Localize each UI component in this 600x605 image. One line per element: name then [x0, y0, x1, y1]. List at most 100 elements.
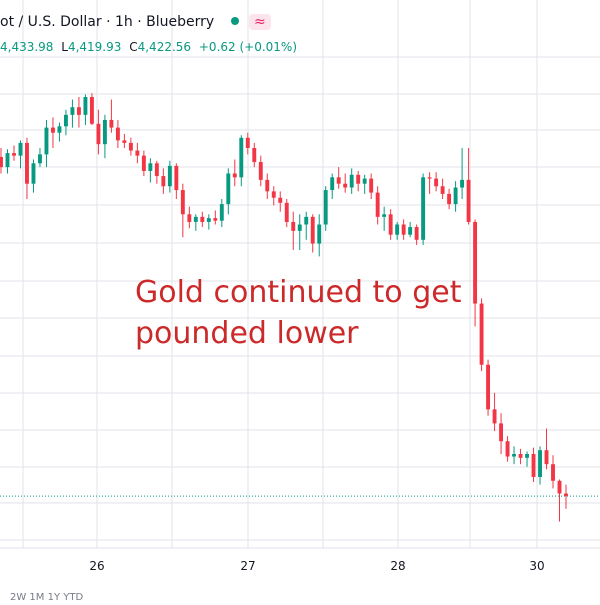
- candle: [479, 298, 484, 372]
- symbol-title[interactable]: ot / U.S. Dollar · 1h · Blueberry: [0, 14, 215, 30]
- candle: [122, 133, 127, 148]
- candle: [206, 214, 211, 230]
- candle: [135, 142, 140, 164]
- candle-body: [122, 140, 127, 143]
- candle-body: [232, 173, 237, 178]
- candle-body: [564, 493, 568, 497]
- candle: [408, 221, 413, 238]
- candle-body: [297, 224, 302, 231]
- ohlc-high-value: 4,433.98: [0, 40, 54, 54]
- annotation-line-1: Gold continued to get: [135, 275, 462, 310]
- candle: [499, 413, 504, 454]
- candle-body: [356, 174, 361, 184]
- candle: [102, 114, 107, 159]
- grid-lines: [0, 0, 600, 548]
- x-tick-label: 26: [89, 559, 104, 573]
- candle: [0, 148, 3, 174]
- candle: [317, 214, 322, 257]
- candle: [564, 484, 568, 509]
- candle-body: [492, 409, 497, 424]
- candle-body: [388, 214, 393, 235]
- candle-body: [486, 364, 491, 410]
- candle-body: [31, 163, 36, 184]
- candle: [31, 159, 36, 193]
- candle: [265, 173, 270, 199]
- candle-body: [258, 162, 263, 180]
- candle-body: [369, 178, 374, 193]
- candle-body: [551, 464, 555, 481]
- candle-body: [460, 179, 465, 188]
- candle-body: [336, 177, 341, 184]
- candle-body: [200, 216, 205, 222]
- candle: [38, 148, 42, 168]
- ohlc-close-value: 4,422.56: [137, 40, 192, 54]
- candle: [57, 122, 62, 142]
- candle: [401, 219, 406, 240]
- candle: [200, 211, 205, 228]
- candle-body: [382, 214, 387, 217]
- candle-body: [408, 227, 413, 235]
- candle-body: [284, 202, 289, 222]
- candle-body: [63, 114, 68, 127]
- candle: [557, 479, 562, 522]
- candle-body: [83, 97, 88, 115]
- candle: [512, 446, 516, 465]
- candle-body: [5, 153, 10, 168]
- ohlc-change-value: +0.62 (+0.01%): [198, 40, 298, 54]
- candle: [518, 448, 523, 465]
- candle-body: [96, 123, 101, 145]
- candle: [154, 160, 159, 184]
- candle-body: [557, 480, 562, 494]
- candle-body: [180, 190, 185, 215]
- symbol-legend: ot / U.S. Dollar · 1h · Blueberry ≈: [0, 14, 271, 30]
- ohlc-low-label: L: [61, 40, 68, 54]
- candle: [382, 206, 387, 231]
- approx-badge-icon[interactable]: ≈: [249, 14, 271, 30]
- candle-body: [304, 216, 309, 225]
- ohlc-legend: 4,433.98 L4,419.93 C4,422.56 +0.62 (+0.0…: [0, 40, 297, 54]
- candle-body: [141, 155, 146, 171]
- candle: [89, 93, 94, 126]
- candle: [245, 132, 250, 155]
- candle: [362, 174, 367, 194]
- candle: [544, 428, 549, 470]
- x-tick-label: 28: [390, 559, 405, 573]
- candle: [414, 224, 419, 245]
- candle: [187, 206, 192, 229]
- candle: [5, 149, 10, 174]
- candle: [297, 214, 302, 250]
- candle: [453, 181, 458, 212]
- bottom-toolbar-text[interactable]: 2W 1M 1Y YTD: [10, 592, 83, 603]
- candle-body: [271, 191, 276, 198]
- candle-body: [544, 450, 549, 465]
- candle: [70, 99, 75, 128]
- candle-body: [395, 224, 400, 235]
- candle: [369, 173, 374, 199]
- candle-body: [447, 193, 452, 205]
- candle-body: [291, 221, 296, 231]
- candle: [427, 172, 432, 194]
- candle: [18, 140, 23, 169]
- candle: [336, 167, 341, 189]
- candle: [63, 109, 68, 136]
- ohlc-close-label: C: [129, 40, 138, 54]
- candle-body: [310, 216, 315, 244]
- candle-body: [174, 165, 179, 191]
- x-axis: 26 27 28 30: [0, 547, 600, 573]
- ohlc-low-value: 4,419.93: [67, 40, 122, 54]
- candle-body: [12, 153, 16, 156]
- candle: [284, 199, 289, 228]
- candle: [180, 183, 185, 238]
- candle: [551, 455, 555, 489]
- candle-body: [25, 142, 29, 184]
- candle-body: [512, 454, 516, 457]
- candle-body: [473, 221, 478, 304]
- candle: [310, 214, 315, 253]
- candle: [388, 209, 393, 240]
- candle-body: [440, 186, 445, 194]
- candle: [25, 137, 29, 199]
- candle: [323, 186, 328, 231]
- candle-body: [499, 423, 504, 442]
